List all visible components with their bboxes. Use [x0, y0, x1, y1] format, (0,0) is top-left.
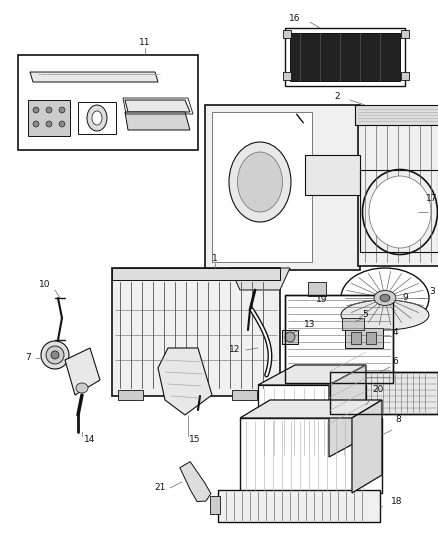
Bar [112, 268, 280, 280]
Bar [366, 332, 376, 344]
Bar [285, 295, 393, 383]
Ellipse shape [59, 121, 65, 127]
Bar [240, 418, 382, 493]
Polygon shape [125, 112, 190, 130]
Polygon shape [258, 365, 366, 385]
Bar [308, 282, 326, 296]
Text: 4: 4 [392, 328, 398, 337]
Bar [212, 112, 312, 262]
Polygon shape [65, 348, 100, 395]
Bar [218, 490, 380, 522]
Text: 3: 3 [429, 287, 435, 296]
Text: 13: 13 [304, 320, 316, 329]
Bar [355, 105, 438, 125]
Bar [205, 105, 360, 270]
Bar [305, 155, 360, 195]
Bar [358, 118, 438, 266]
Ellipse shape [92, 111, 102, 125]
Bar [232, 390, 257, 400]
Ellipse shape [341, 300, 429, 330]
Bar [351, 332, 361, 344]
Text: 6: 6 [392, 358, 398, 367]
Ellipse shape [51, 351, 59, 359]
Bar [330, 372, 438, 414]
Text: 14: 14 [84, 435, 95, 445]
Bar [345, 328, 383, 348]
Text: 11: 11 [139, 37, 151, 46]
Ellipse shape [369, 176, 431, 248]
Ellipse shape [46, 121, 52, 127]
Ellipse shape [363, 169, 438, 254]
Text: 19: 19 [316, 295, 328, 304]
Bar [258, 385, 366, 457]
Text: 12: 12 [230, 345, 240, 354]
Text: 7: 7 [25, 353, 31, 362]
Polygon shape [158, 348, 212, 415]
Text: 5: 5 [362, 311, 368, 319]
Ellipse shape [59, 107, 65, 113]
Bar [118, 390, 143, 400]
Ellipse shape [46, 346, 64, 364]
Bar [210, 496, 220, 514]
Text: 1: 1 [212, 254, 218, 262]
Polygon shape [352, 400, 382, 493]
Ellipse shape [41, 341, 69, 369]
Ellipse shape [33, 121, 39, 127]
Ellipse shape [46, 107, 52, 113]
Text: 2: 2 [334, 92, 340, 101]
Bar [330, 372, 438, 414]
Text: 16: 16 [289, 13, 301, 22]
Text: 20: 20 [372, 385, 384, 394]
Bar [360, 170, 438, 252]
Ellipse shape [33, 107, 39, 113]
Polygon shape [329, 365, 366, 457]
Ellipse shape [380, 295, 390, 302]
Ellipse shape [237, 152, 283, 212]
Bar [78, 102, 116, 134]
Bar [285, 28, 405, 86]
Polygon shape [240, 400, 382, 418]
Bar [290, 33, 400, 81]
Bar [342, 318, 364, 330]
Polygon shape [180, 462, 211, 502]
Text: 9: 9 [402, 294, 408, 303]
Text: 10: 10 [39, 280, 51, 289]
Bar [112, 268, 280, 396]
Bar [28, 100, 70, 136]
Polygon shape [230, 268, 290, 290]
Polygon shape [125, 100, 190, 112]
Text: 18: 18 [391, 497, 403, 506]
Text: 15: 15 [189, 435, 201, 445]
Ellipse shape [285, 332, 295, 342]
Text: 17: 17 [426, 193, 438, 203]
Bar [283, 30, 291, 38]
Bar [285, 295, 393, 383]
Text: 8: 8 [395, 416, 401, 424]
Ellipse shape [341, 268, 429, 328]
Ellipse shape [374, 290, 396, 305]
Bar [283, 72, 291, 80]
Ellipse shape [229, 142, 291, 222]
Bar [18, 55, 198, 150]
Bar [401, 30, 409, 38]
Text: 21: 21 [154, 483, 166, 492]
Ellipse shape [76, 383, 88, 393]
Polygon shape [30, 72, 158, 82]
Bar [282, 330, 298, 344]
Bar [401, 72, 409, 80]
Ellipse shape [87, 105, 107, 131]
